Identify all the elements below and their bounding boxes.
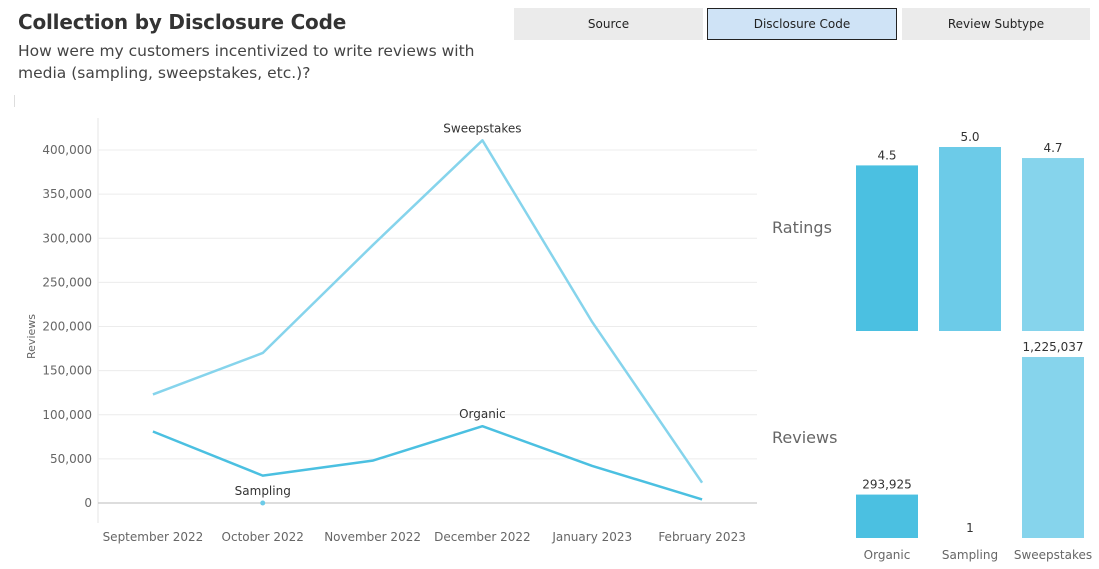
y-tick-label: 150,000 bbox=[42, 364, 92, 378]
y-tick-label: 300,000 bbox=[42, 231, 92, 245]
bar-category-label: Sweepstakes bbox=[1014, 548, 1092, 562]
tab-disclosure-code[interactable]: Disclosure Code bbox=[707, 8, 897, 40]
y-tick-label: 0 bbox=[84, 496, 92, 510]
row-label-reviews: Reviews bbox=[772, 428, 837, 447]
y-axis-label: Reviews bbox=[25, 314, 38, 359]
series-label-sampling: Sampling bbox=[235, 484, 291, 498]
bar-value-label: 293,925 bbox=[862, 478, 912, 492]
bar-category-label: Organic bbox=[864, 548, 911, 562]
x-tick-label: September 2022 bbox=[103, 530, 204, 544]
series-line-sweepstakes bbox=[152, 139, 704, 484]
y-tick-label: 200,000 bbox=[42, 320, 92, 334]
x-tick-label: November 2022 bbox=[324, 530, 421, 544]
line-chart: 0 50,000 100,000 150,000 200,000 250,000 300,0… bbox=[25, 118, 757, 544]
x-tick-label: February 2023 bbox=[658, 530, 746, 544]
y-tick-label: 100,000 bbox=[42, 408, 92, 422]
bar-reviews-sweepstakes bbox=[1022, 357, 1084, 538]
series-label-organic: Organic bbox=[459, 407, 506, 421]
tab-review-subtype[interactable]: Review Subtype bbox=[902, 8, 1090, 40]
bar-reviews-organic bbox=[856, 494, 918, 538]
bar-value-label: 4.7 bbox=[1043, 141, 1062, 155]
x-tick-label: December 2022 bbox=[434, 530, 531, 544]
bar-value-label: 1,225,037 bbox=[1022, 340, 1083, 354]
y-tick-label: 350,000 bbox=[42, 187, 92, 201]
row-label-ratings: Ratings bbox=[772, 218, 832, 237]
y-tick-label: 50,000 bbox=[50, 452, 92, 466]
y-tick-label: 400,000 bbox=[42, 143, 92, 157]
x-tick-label: October 2022 bbox=[222, 530, 304, 544]
bar-ratings-sampling bbox=[939, 147, 1001, 331]
bar-ratings-sweepstakes bbox=[1022, 158, 1084, 331]
x-tick-label: January 2023 bbox=[551, 530, 632, 544]
page-title: Collection by Disclosure Code bbox=[18, 10, 347, 34]
series-line-organic bbox=[152, 424, 703, 501]
bar-ratings-organic bbox=[856, 165, 918, 331]
page-subtitle: How were my customers incentivized to wr… bbox=[18, 42, 475, 82]
y-tick-label: 250,000 bbox=[42, 275, 92, 289]
bar-value-label: 5.0 bbox=[960, 130, 979, 144]
tab-source[interactable]: Source bbox=[514, 8, 703, 40]
bar-value-label: 4.5 bbox=[877, 148, 896, 162]
bar-category-label: Sampling bbox=[942, 548, 998, 562]
bar-chart: Ratings 4.5 5.0 4.7 Reviews 293,925 1 1,225,037… bbox=[772, 130, 1092, 562]
series-point-sampling bbox=[260, 500, 266, 506]
series-label-sweepstakes: Sweepstakes bbox=[443, 121, 521, 135]
divider bbox=[14, 95, 15, 107]
bar-value-label: 1 bbox=[966, 521, 974, 535]
